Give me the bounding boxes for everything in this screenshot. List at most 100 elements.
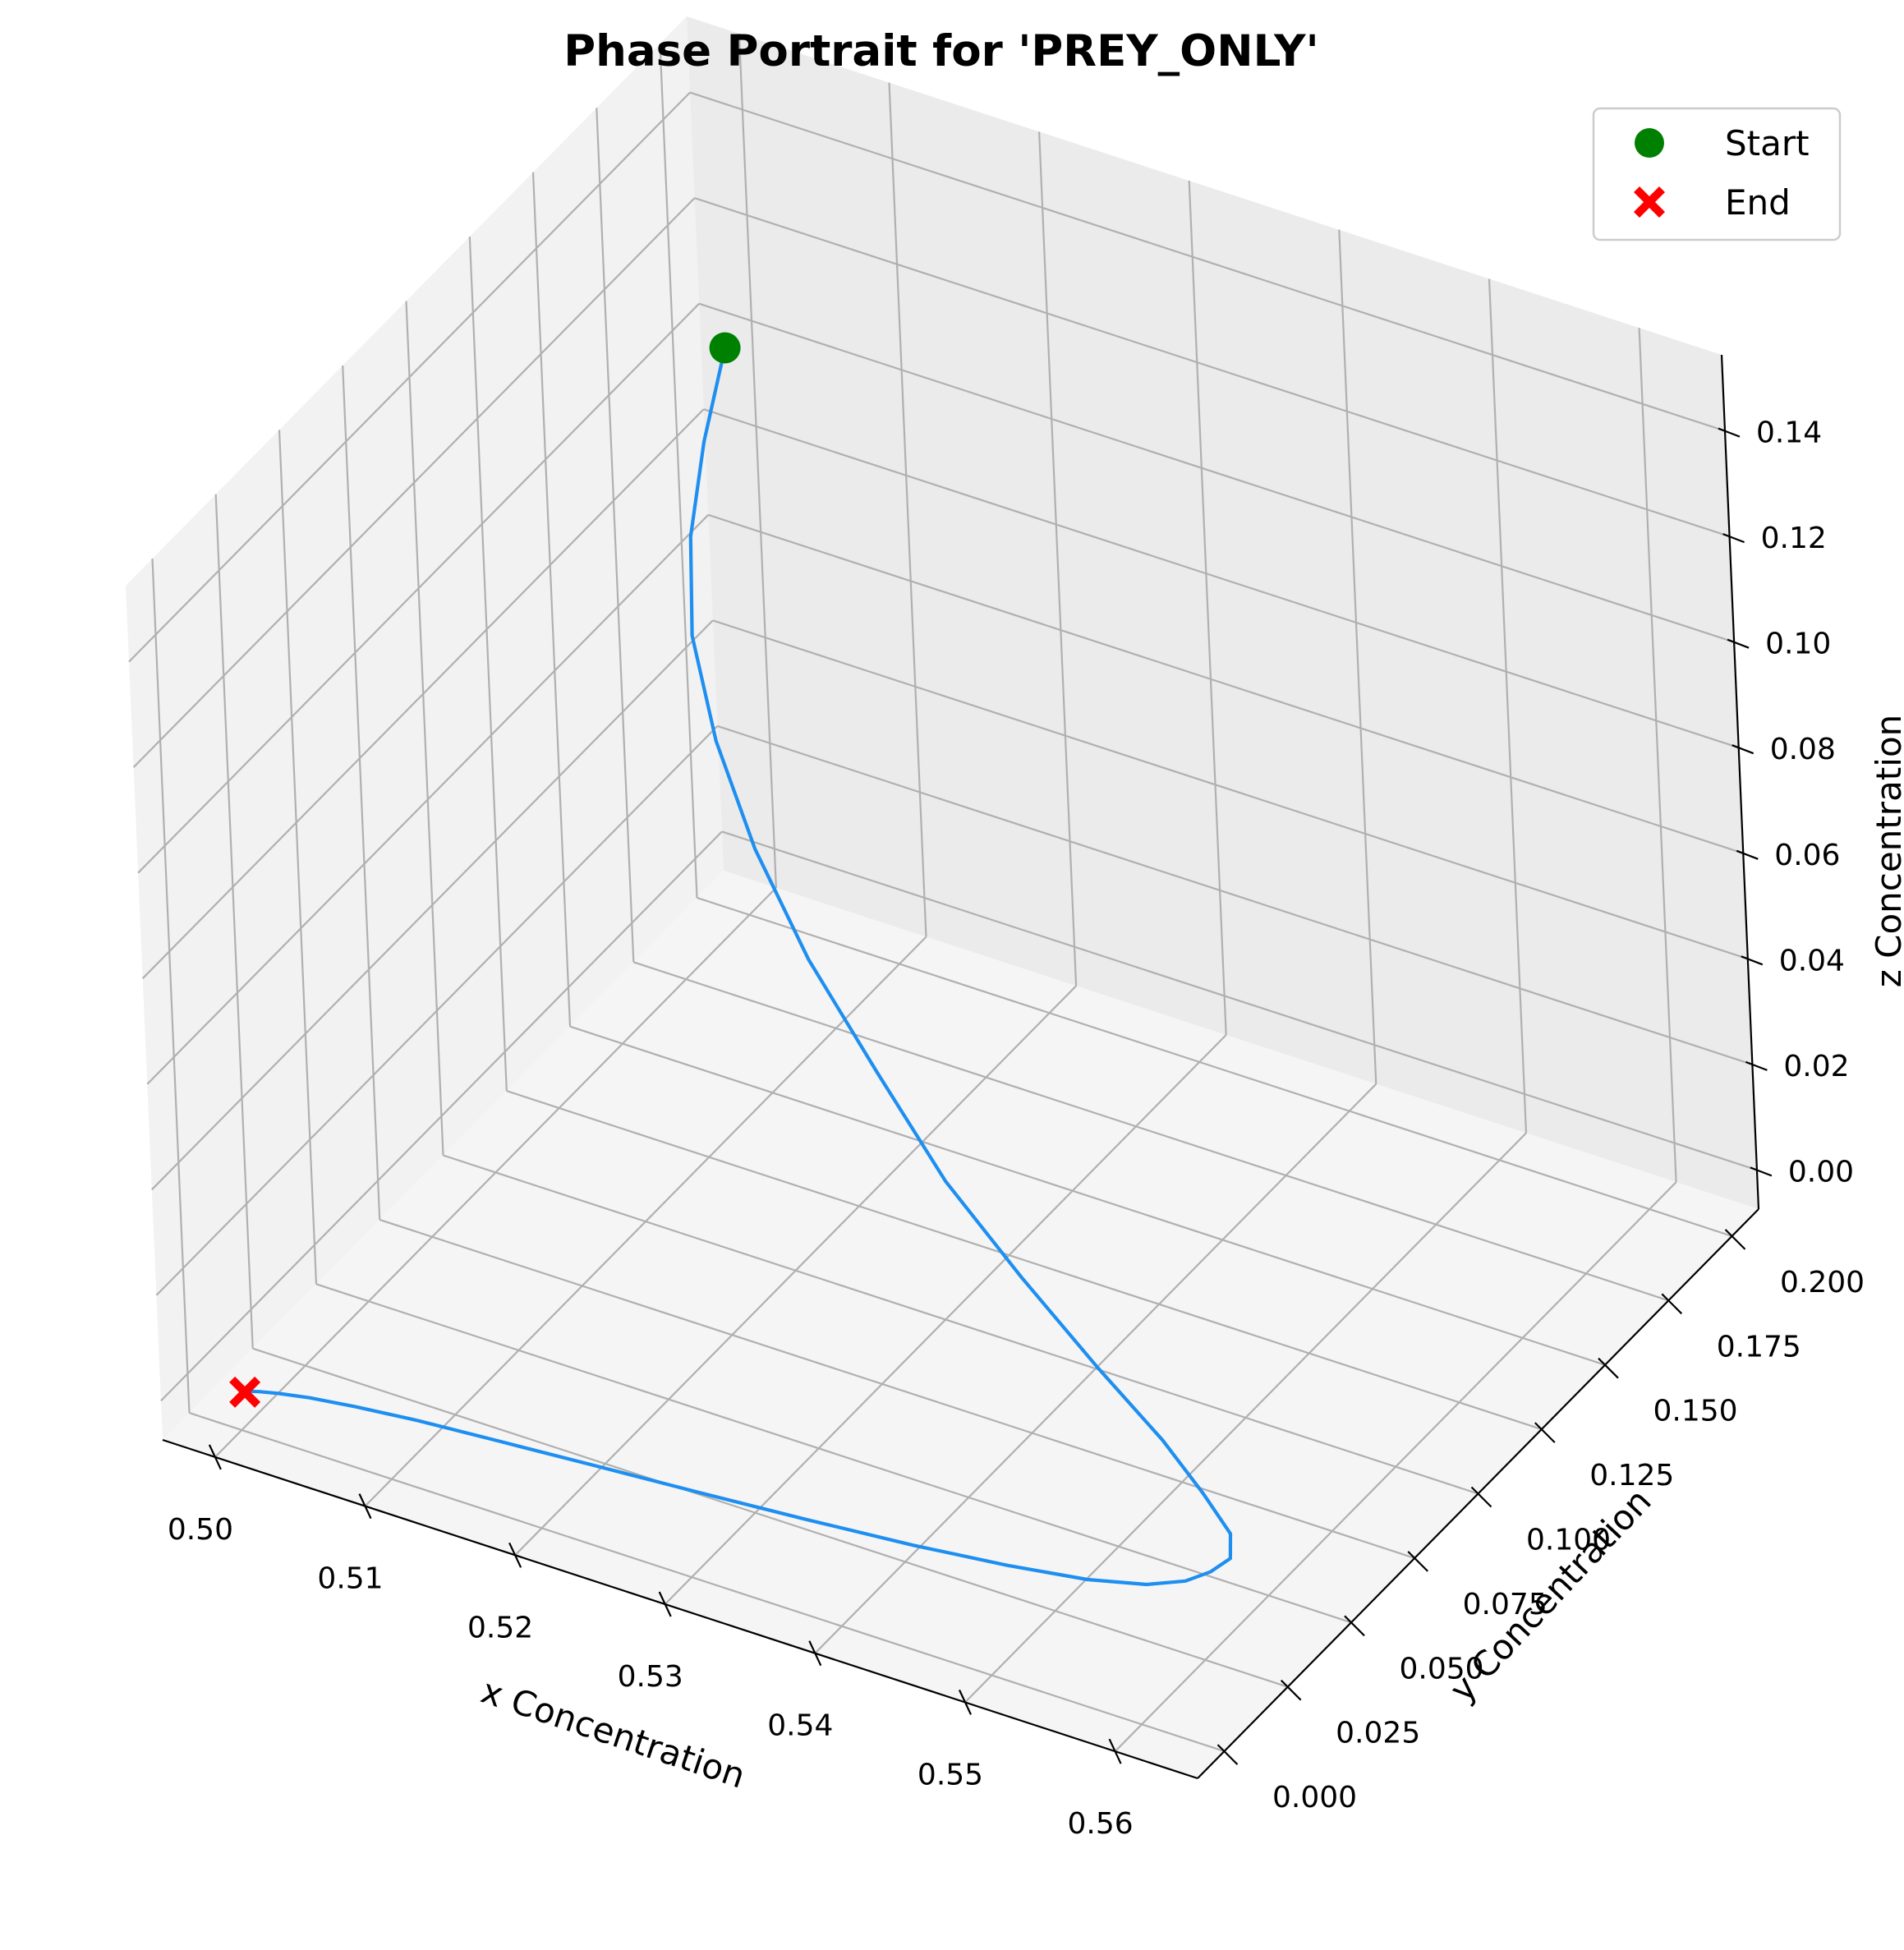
grid-line-y-floor (569, 1025, 1606, 1366)
grid-line-z-left (141, 408, 705, 979)
x-tick-label: 0.55 (918, 1758, 983, 1791)
grid-line-x-back (738, 33, 777, 888)
grid-line-y-left (468, 237, 508, 1092)
x-tick-label: 0.50 (168, 1513, 233, 1547)
y-tick-mark (1661, 1293, 1683, 1315)
grid-line-z-left (155, 725, 719, 1296)
grid-line-y-left (278, 430, 318, 1285)
grid-line-y-floor (443, 1154, 1479, 1495)
grid-line-y-left (531, 172, 572, 1027)
grid-line-x-back (1338, 229, 1377, 1084)
x-tick-mark (959, 1689, 972, 1715)
grid-line-y-floor (189, 1412, 1225, 1753)
grid-line-y-floor (697, 896, 1732, 1237)
y-tick-label: 0.000 (1272, 1781, 1357, 1814)
x-tick-mark (1108, 1738, 1122, 1764)
plot-data (229, 332, 1233, 1587)
y-tick-mark (1470, 1486, 1492, 1508)
z-tick-mark (1736, 849, 1759, 860)
grid-line-z-left (160, 830, 723, 1402)
x-tick-label: 0.52 (467, 1611, 533, 1644)
x-tick-mark (358, 1493, 372, 1520)
y-tick-mark (1344, 1615, 1365, 1637)
z-axis-line (1720, 354, 1760, 1210)
z-tick-mark (1718, 427, 1741, 438)
z-tick-label: 0.06 (1774, 839, 1840, 872)
z-axis-label: z Concentration (1869, 715, 1904, 988)
z-tick-mark (1745, 1060, 1768, 1071)
grid-lines (128, 33, 1758, 1753)
grid-line-z-back (721, 830, 1758, 1171)
grid-line-z-back (712, 619, 1749, 960)
z-tick-label: 0.08 (1770, 733, 1836, 766)
z-tick-label: 0.12 (1761, 522, 1827, 555)
grid-line-y-left (405, 301, 444, 1156)
legend-start-marker (1635, 128, 1664, 158)
legend: Start End (1592, 107, 1842, 241)
x-tick-label: 0.56 (1068, 1807, 1134, 1841)
grid-line-y-left (596, 108, 635, 963)
y-tick-mark (1407, 1551, 1428, 1572)
z-tick-label: 0.00 (1788, 1155, 1854, 1189)
z-tick-label: 0.02 (1783, 1050, 1849, 1083)
grid-line-y-floor (379, 1218, 1415, 1559)
grid-line-y-floor (632, 961, 1669, 1302)
z-tick-label: 0.04 (1779, 944, 1845, 977)
grid-line-y-floor (252, 1347, 1289, 1688)
legend-end-label: End (1725, 182, 1791, 223)
x-axis-line (162, 1438, 1198, 1780)
z-tick-mark (1750, 1166, 1773, 1177)
trajectory-line (244, 347, 1233, 1587)
grid-line-z-back (707, 513, 1744, 854)
x-tick-mark (508, 1542, 522, 1568)
grid-line-x-back (1188, 180, 1227, 1036)
z-tick-mark (1722, 533, 1745, 544)
z-tick-mark (1732, 744, 1755, 755)
grid-line-x-back (1488, 278, 1528, 1134)
z-tick-mark (1727, 638, 1750, 649)
y-tick-label: 0.200 (1780, 1266, 1865, 1299)
grid-line-y-floor (506, 1090, 1543, 1431)
y-tick-label: 0.175 (1717, 1330, 1801, 1364)
y-tick-mark (1598, 1357, 1619, 1379)
grid-line-y-floor (315, 1283, 1352, 1624)
x-tick-mark (658, 1591, 672, 1617)
y-tick-mark (1724, 1229, 1746, 1250)
grid-line-z-back (689, 91, 1726, 432)
x-tick-mark (808, 1640, 822, 1667)
grid-line-y-left (659, 43, 698, 898)
y-tick-label: 0.125 (1589, 1459, 1674, 1492)
y-tick-label: 0.150 (1653, 1395, 1737, 1428)
x-tick-mark (208, 1444, 222, 1470)
legend-end-marker (1634, 186, 1665, 218)
grid-line-z-left (128, 91, 691, 663)
y-tick-label: 0.100 (1526, 1524, 1611, 1557)
grid-line-z-left (146, 514, 710, 1085)
y-tick-mark (1534, 1422, 1556, 1443)
y-tick-mark (1216, 1744, 1239, 1765)
grid-line-x-back (1038, 131, 1078, 986)
grid-line-x-back (1638, 328, 1677, 1183)
grid-line-z-left (151, 619, 714, 1191)
end-marker (229, 1376, 261, 1408)
grid-line-y-left (151, 559, 191, 1414)
y-tick-label: 0.075 (1463, 1588, 1548, 1621)
axes (162, 354, 1773, 1780)
grid-line-z-left (132, 197, 696, 768)
x-tick-label: 0.51 (317, 1562, 383, 1596)
z-tick-label: 0.14 (1756, 416, 1822, 450)
x-tick-label: 0.54 (767, 1709, 833, 1743)
grid-line-z-back (703, 408, 1740, 749)
tick-labels: 0.50 0.51 0.52 0.53 0.54 0.55 0.56 0.000 0.025 0.… (168, 416, 1865, 1842)
grid-line-y-left (342, 365, 381, 1220)
y-tick-mark (1280, 1679, 1302, 1701)
chart-title: Phase Portrait for 'PREY_ONLY' (563, 26, 1318, 76)
y-tick-label: 0.050 (1399, 1652, 1483, 1686)
grid-line-z-left (137, 302, 700, 874)
grid-line-z-back (694, 197, 1730, 538)
grid-line-x-back (888, 82, 927, 937)
grid-line-z-back (698, 302, 1735, 643)
z-tick-label: 0.10 (1765, 628, 1831, 661)
y-tick-label: 0.025 (1336, 1717, 1420, 1750)
